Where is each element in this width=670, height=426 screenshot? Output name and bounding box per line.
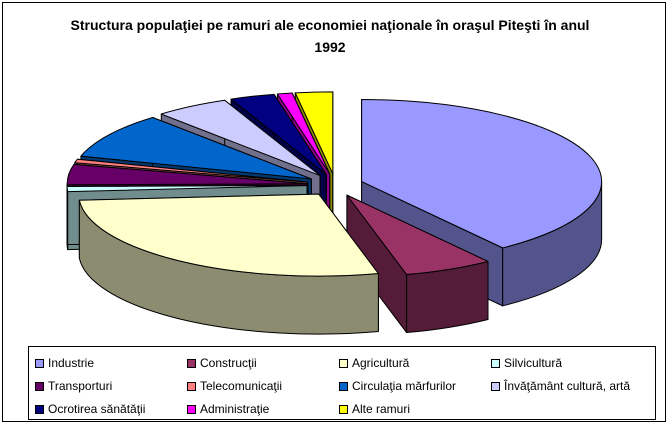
legend-label: Alte ramuri bbox=[352, 402, 411, 416]
legend-label: Agricultură bbox=[352, 356, 410, 370]
legend-item: Administraţie bbox=[187, 399, 339, 419]
legend-item: Construcţii bbox=[187, 353, 339, 373]
legend-swatch bbox=[339, 358, 348, 368]
chart-frame bbox=[2, 2, 666, 422]
legend-label: Ocrotirea sănătăţii bbox=[48, 402, 146, 416]
chart-title: Structura populaţiei pe ramuri ale econo… bbox=[70, 17, 590, 55]
slice bbox=[66, 163, 308, 186]
legend-swatch bbox=[187, 381, 196, 391]
legend-label: Învăţământ cultură, artă bbox=[504, 379, 631, 393]
slice bbox=[80, 116, 312, 180]
slice bbox=[346, 194, 489, 276]
slice-side bbox=[66, 186, 69, 251]
legend-label: Transporturi bbox=[48, 379, 113, 393]
legend-label: Industrie bbox=[48, 356, 95, 370]
legend-label: Silvicultură bbox=[504, 356, 563, 370]
legend-item: Ocrotirea sănătăţii bbox=[35, 399, 187, 419]
slice bbox=[276, 92, 331, 175]
slice bbox=[78, 193, 379, 277]
legend-swatch bbox=[35, 404, 44, 414]
slice bbox=[74, 158, 309, 183]
legend-swatch bbox=[339, 404, 348, 414]
slice bbox=[66, 184, 308, 193]
legend-label: Telecomunicaţii bbox=[200, 379, 283, 393]
legend-swatch bbox=[187, 358, 196, 368]
legend-item: Circulaţia mărfurilor bbox=[339, 376, 491, 396]
legend-item: Învăţământ cultură, artă bbox=[491, 376, 661, 396]
legend-swatch bbox=[35, 358, 44, 368]
legend-label: Administraţie bbox=[200, 402, 270, 416]
legend-swatch bbox=[491, 358, 500, 368]
legend-item: Agricultură bbox=[339, 353, 491, 373]
legend-swatch bbox=[339, 381, 348, 391]
legend-item: Transporturi bbox=[35, 376, 187, 396]
slice bbox=[230, 93, 327, 175]
legend-item: Telecomunicaţii bbox=[187, 376, 339, 396]
legend-swatch bbox=[491, 381, 500, 391]
pie-chart bbox=[66, 91, 603, 335]
slice bbox=[361, 99, 603, 249]
legend-label: Construcţii bbox=[200, 356, 257, 370]
legend-item: Silvicultură bbox=[491, 353, 661, 373]
legend-item: Alte ramuri bbox=[339, 399, 491, 419]
legend-item: Industrie bbox=[35, 353, 187, 373]
legend-swatch bbox=[35, 381, 44, 391]
legend: Industrie Construcţii Agricultură Silvicult… bbox=[28, 346, 656, 420]
slice bbox=[160, 99, 321, 177]
legend-swatch bbox=[187, 404, 196, 414]
slice bbox=[294, 91, 334, 175]
legend-label: Circulaţia mărfurilor bbox=[352, 379, 457, 393]
